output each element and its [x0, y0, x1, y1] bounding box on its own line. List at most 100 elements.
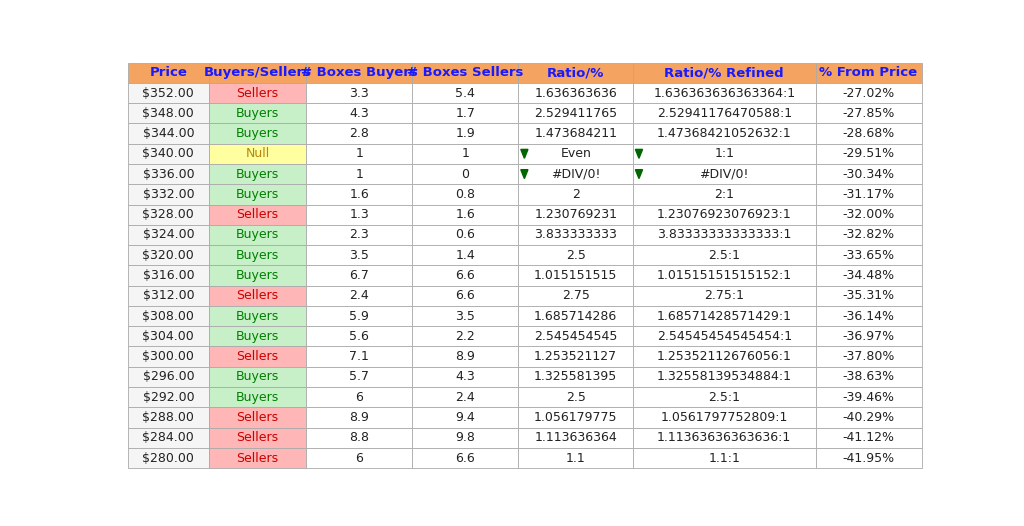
Bar [518, 164, 633, 184]
Text: -37.80%: -37.80% [843, 350, 895, 363]
Text: Buyers: Buyers [236, 107, 280, 120]
Text: 2.4: 2.4 [349, 289, 370, 302]
Text: # Boxes Sellers: # Boxes Sellers [408, 66, 523, 79]
Bar [633, 184, 815, 205]
Bar [413, 205, 518, 225]
Bar [209, 144, 306, 164]
Bar [413, 103, 518, 124]
Bar [128, 387, 209, 407]
Bar [815, 124, 922, 144]
Text: Price: Price [150, 66, 187, 79]
Text: 6.6: 6.6 [456, 451, 475, 464]
Bar [518, 448, 633, 468]
Bar [413, 387, 518, 407]
Text: -36.97%: -36.97% [843, 330, 895, 343]
Bar [209, 164, 306, 184]
Text: 1.113636364: 1.113636364 [535, 431, 617, 444]
Bar [128, 326, 209, 347]
Text: Null: Null [246, 147, 269, 160]
Bar [306, 306, 413, 326]
Text: 1.636363636: 1.636363636 [535, 86, 617, 99]
Bar [518, 83, 633, 103]
Polygon shape [636, 149, 642, 158]
Bar [209, 286, 306, 306]
Bar [413, 306, 518, 326]
Bar [633, 347, 815, 367]
Text: 1.636363636363364:1: 1.636363636363364:1 [653, 86, 796, 99]
Bar [518, 407, 633, 428]
Text: Buyers: Buyers [236, 370, 280, 383]
Bar [633, 428, 815, 448]
Bar [413, 124, 518, 144]
Bar [128, 83, 209, 103]
Bar [128, 225, 209, 245]
Bar [128, 448, 209, 468]
Text: 1.685714286: 1.685714286 [535, 310, 617, 322]
Text: Sellers: Sellers [237, 350, 279, 363]
Text: Buyers: Buyers [236, 228, 280, 241]
Bar [633, 124, 815, 144]
Text: -28.68%: -28.68% [843, 127, 895, 140]
Bar [413, 428, 518, 448]
Bar [633, 448, 815, 468]
Bar [413, 184, 518, 205]
Bar [815, 407, 922, 428]
Bar [128, 63, 209, 83]
Text: 1.056179775: 1.056179775 [534, 411, 617, 424]
Bar [815, 367, 922, 387]
Bar [209, 326, 306, 347]
Text: Buyers: Buyers [236, 269, 280, 282]
Text: 0.8: 0.8 [456, 188, 475, 201]
Text: 1.015151515: 1.015151515 [535, 269, 617, 282]
Bar [518, 347, 633, 367]
Text: 2.2: 2.2 [456, 330, 475, 343]
Bar [306, 448, 413, 468]
Bar [518, 266, 633, 286]
Text: Buyers: Buyers [236, 310, 280, 322]
Bar [633, 164, 815, 184]
Text: Ratio/% Refined: Ratio/% Refined [665, 66, 784, 79]
Bar [633, 286, 815, 306]
Bar [413, 326, 518, 347]
Bar [209, 225, 306, 245]
Text: 3.5: 3.5 [456, 310, 475, 322]
Bar [306, 266, 413, 286]
Text: 8.9: 8.9 [456, 350, 475, 363]
Text: 1.3: 1.3 [349, 208, 370, 221]
Text: 5.7: 5.7 [349, 370, 370, 383]
Bar [633, 103, 815, 124]
Text: -31.17%: -31.17% [843, 188, 895, 201]
Bar [518, 225, 633, 245]
Text: $308.00: $308.00 [142, 310, 195, 322]
Text: 4.3: 4.3 [456, 370, 475, 383]
Text: 8.8: 8.8 [349, 431, 370, 444]
Bar [209, 124, 306, 144]
Bar [633, 63, 815, 83]
Bar [518, 326, 633, 347]
Text: 1.9: 1.9 [456, 127, 475, 140]
Bar [128, 164, 209, 184]
Text: $296.00: $296.00 [142, 370, 195, 383]
Text: -34.48%: -34.48% [843, 269, 895, 282]
Text: -30.34%: -30.34% [843, 168, 895, 180]
Text: 9.8: 9.8 [456, 431, 475, 444]
Bar [128, 347, 209, 367]
Text: 1.6: 1.6 [456, 208, 475, 221]
Bar [209, 347, 306, 367]
Bar [128, 103, 209, 124]
Text: 2.54545454545454:1: 2.54545454545454:1 [656, 330, 792, 343]
Text: 2.75: 2.75 [562, 289, 590, 302]
Bar [633, 306, 815, 326]
Text: Buyers: Buyers [236, 330, 280, 343]
Bar [633, 266, 815, 286]
Text: Ratio/%: Ratio/% [547, 66, 604, 79]
Text: 1.6: 1.6 [349, 188, 370, 201]
Text: $328.00: $328.00 [142, 208, 195, 221]
Bar [209, 83, 306, 103]
Text: $348.00: $348.00 [142, 107, 195, 120]
Bar [306, 326, 413, 347]
Bar [209, 266, 306, 286]
Bar [518, 245, 633, 266]
Bar [306, 63, 413, 83]
Bar [518, 428, 633, 448]
